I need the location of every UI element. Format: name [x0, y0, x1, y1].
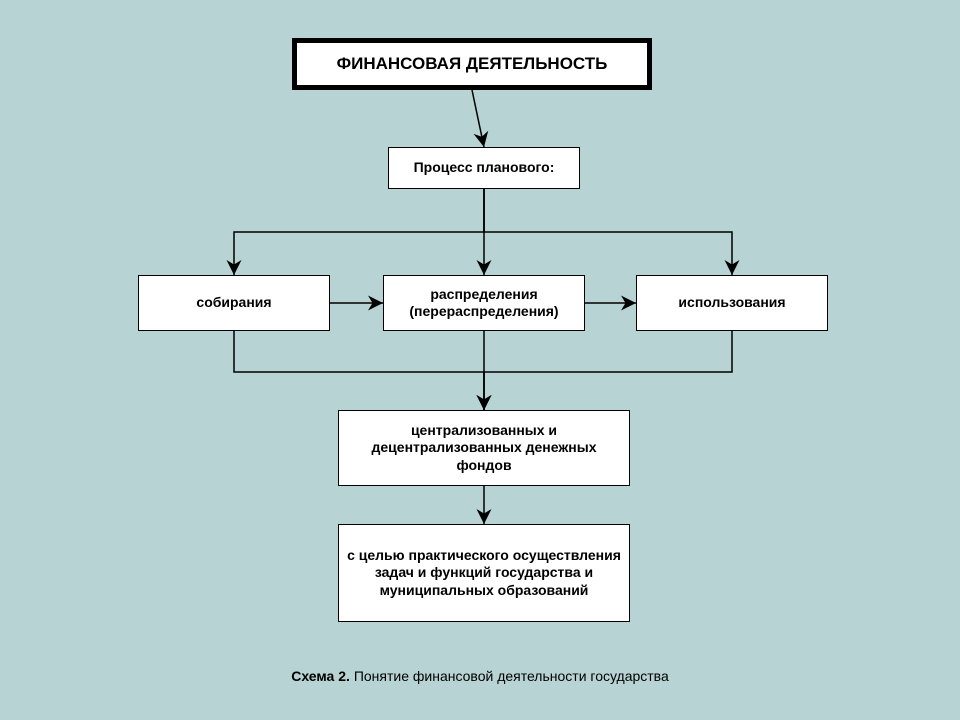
edge [234, 331, 484, 410]
diagram-canvas: ФИНАНСОВАЯ ДЕЯТЕЛЬНОСТЬ Процесс плановог… [0, 0, 960, 720]
node-goal: с целью практического осуществления зада… [338, 524, 630, 622]
node-b3: использования [636, 275, 828, 331]
edge [472, 90, 484, 147]
diagram-caption: Схема 2. Понятие финансовой деятельности… [0, 668, 960, 684]
node-funds: централизованных и децентрализованных де… [338, 410, 630, 486]
node-label: ФИНАНСОВАЯ ДЕЯТЕЛЬНОСТЬ [337, 53, 608, 74]
edge [484, 331, 732, 410]
node-label: Процесс планового: [414, 159, 555, 177]
caption-text: Понятие финансовой деятельности государс… [354, 668, 669, 684]
node-label: с целью практического осуществления зада… [347, 547, 621, 600]
caption-prefix: Схема 2. [291, 668, 350, 684]
node-label: использования [678, 294, 785, 312]
node-label: централизованных и децентрализованных де… [347, 422, 621, 475]
node-label: собирания [196, 294, 271, 312]
node-root: ФИНАНСОВАЯ ДЕЯТЕЛЬНОСТЬ [292, 38, 652, 90]
node-process: Процесс планового: [388, 147, 580, 189]
node-label: распределения (перераспределения) [392, 286, 576, 321]
node-b1: собирания [138, 275, 330, 331]
edge [234, 189, 484, 275]
node-b2: распределения (перераспределения) [383, 275, 585, 331]
edge [484, 189, 732, 275]
